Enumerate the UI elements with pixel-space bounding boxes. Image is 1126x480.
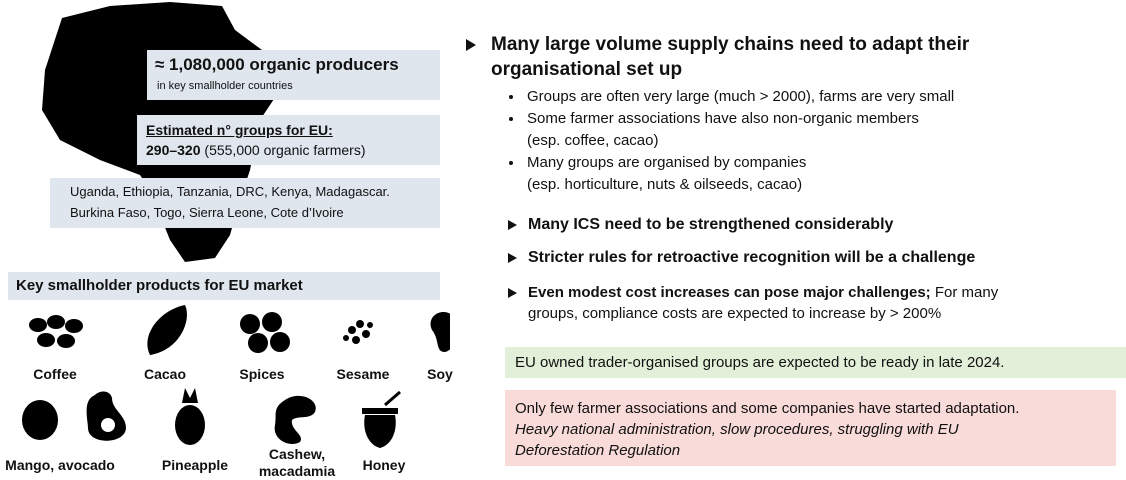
point-text: Many ICS need to be strengthened conside… (528, 216, 894, 233)
product-label: Soy (427, 366, 453, 382)
green-note: EU owned trader-organised groups are exp… (505, 347, 1126, 378)
arrow-bullet (466, 39, 476, 51)
products-title: Key smallholder products for EU market (16, 277, 303, 294)
red-note-italic: Heavy national administration, slow proc… (515, 421, 959, 438)
headline-sub: in key smallholder countries (157, 80, 293, 92)
groups-label: Estimated n° groups for EU: (146, 122, 333, 138)
groups-range: 290–320 (146, 142, 201, 158)
headline-box (147, 50, 440, 100)
last-point: Even modest cost increases can pose majo… (528, 282, 998, 324)
product-icons (22, 305, 450, 448)
product-label: Sesame (336, 366, 390, 382)
products-title-box (8, 272, 440, 300)
groups-value: 290–320 (555,000 organic farmers) (146, 142, 365, 158)
red-note-line: Only few farmer associations and some co… (515, 400, 1020, 417)
countries-line: Burkina Faso, Togo, Sierra Leone, Cote d… (70, 205, 344, 220)
main-point-line: Many large volume supply chains need to … (491, 34, 970, 55)
product-label: Cashew, (268, 446, 326, 462)
arrow-bullet (508, 288, 517, 298)
groups-detail: (555,000 organic farmers) (204, 142, 366, 158)
product-label: Mango, avocado (5, 457, 115, 473)
red-note-italic: Deforestation Regulation (515, 442, 681, 459)
arrow-bullet (508, 253, 517, 263)
sub-bullet-text: Many groups are organised by companies (527, 154, 807, 171)
product-label: Pineapple (161, 457, 229, 473)
last-point-text: For many (934, 284, 999, 301)
countries-box (50, 178, 440, 228)
main-point-line: organisational set up (491, 59, 683, 80)
sub-bullet-text: (esp. coffee, cacao) (527, 132, 659, 149)
product-label: macadamia (258, 463, 336, 479)
product-label: Cacao (143, 366, 187, 382)
sub-bullet-text: Some farmer associations have also non-o… (527, 110, 919, 127)
main-point: Many large volume supply chains need to … (491, 32, 969, 82)
product-label: Honey (362, 457, 406, 473)
headline: ≈ 1,080,000 organic producers (155, 55, 399, 74)
sub-bullet-text: Groups are often very large (much > 2000… (527, 88, 955, 105)
product-label: Coffee (33, 366, 77, 382)
last-point-text: groups, compliance costs are expected to… (528, 305, 942, 322)
groups-box (137, 115, 440, 165)
bullet (509, 117, 513, 121)
bullet (509, 95, 513, 99)
arrow-bullet (508, 220, 517, 230)
bullet (509, 161, 513, 165)
red-note: Only few farmer associations and some co… (505, 390, 1116, 466)
last-point-bold: Even modest cost increases can pose majo… (528, 284, 931, 301)
sub-bullet-text: (esp. horticulture, nuts & oilseeds, cac… (527, 176, 803, 193)
product-label: Spices (239, 366, 285, 382)
countries-line: Uganda, Ethiopia, Tanzania, DRC, Kenya, … (70, 184, 390, 199)
point-text: Stricter rules for retroactive recogniti… (528, 249, 976, 266)
